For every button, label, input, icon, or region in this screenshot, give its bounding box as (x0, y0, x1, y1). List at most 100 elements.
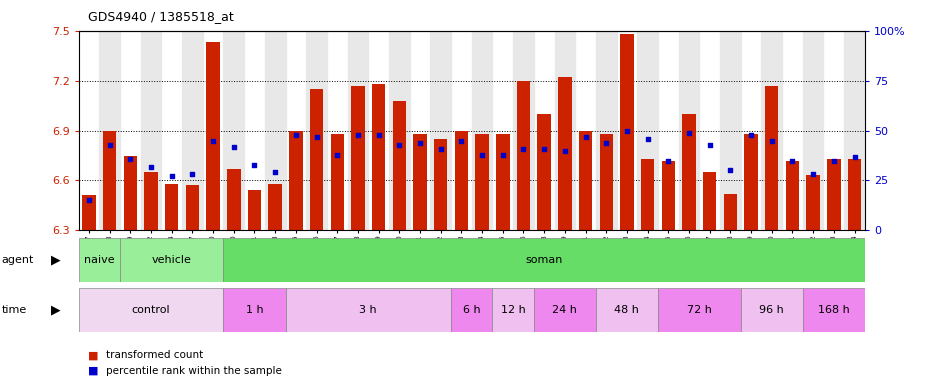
Bar (761, 31, 783, 230)
Bar (723, 194, 737, 230)
Bar (637, 31, 658, 230)
Bar (348, 31, 368, 230)
Bar (720, 31, 741, 230)
Point (165, 174, 179, 180)
Point (764, 137, 779, 144)
Point (103, 141, 117, 147)
Point (806, 171, 820, 177)
Bar (472, 31, 492, 230)
Bar (124, 156, 137, 230)
Bar (537, 114, 551, 230)
Bar (558, 77, 572, 230)
Text: 96 h: 96 h (759, 305, 784, 315)
Text: 168 h: 168 h (818, 305, 850, 315)
Bar (658, 288, 741, 332)
Bar (683, 114, 696, 230)
Bar (186, 185, 199, 230)
Point (247, 161, 262, 167)
Point (392, 141, 407, 147)
Point (185, 171, 200, 177)
Text: ▶: ▶ (51, 254, 60, 266)
Text: GDS4940 / 1385518_at: GDS4940 / 1385518_at (88, 10, 234, 23)
Point (205, 137, 220, 144)
Bar (554, 31, 575, 230)
Text: 3 h: 3 h (360, 305, 377, 315)
Point (475, 151, 489, 157)
Bar (741, 288, 803, 332)
Bar (434, 139, 448, 230)
Text: 12 h: 12 h (500, 305, 525, 315)
Point (330, 151, 345, 157)
Bar (827, 159, 841, 230)
Text: ▶: ▶ (51, 304, 60, 316)
Bar (248, 190, 261, 230)
Bar (496, 134, 510, 230)
Bar (517, 81, 530, 230)
Point (123, 156, 138, 162)
Point (81, 197, 96, 204)
Point (351, 131, 365, 137)
Text: agent: agent (2, 255, 34, 265)
Bar (807, 175, 820, 230)
Bar (224, 31, 244, 230)
Bar (475, 134, 488, 230)
Point (413, 139, 427, 146)
Bar (848, 159, 861, 230)
Bar (534, 288, 596, 332)
Point (640, 136, 655, 142)
Text: ■: ■ (88, 350, 98, 360)
Text: 48 h: 48 h (614, 305, 639, 315)
Bar (224, 288, 286, 332)
Text: time: time (2, 305, 27, 315)
Bar (596, 31, 617, 230)
Point (598, 139, 613, 146)
Bar (265, 31, 286, 230)
Bar (845, 31, 865, 230)
Text: percentile rank within the sample: percentile rank within the sample (106, 366, 282, 376)
Bar (286, 288, 451, 332)
Point (268, 169, 283, 175)
Point (371, 131, 386, 137)
Bar (310, 89, 324, 230)
Point (227, 144, 241, 150)
Bar (703, 172, 717, 230)
Point (785, 157, 800, 164)
Point (516, 146, 531, 152)
Bar (599, 134, 613, 230)
Text: 1 h: 1 h (246, 305, 264, 315)
Point (433, 146, 448, 152)
Bar (120, 238, 224, 282)
Bar (579, 131, 592, 230)
Point (620, 127, 635, 134)
Bar (224, 238, 865, 282)
Point (826, 157, 841, 164)
Bar (141, 31, 161, 230)
Bar (492, 288, 534, 332)
Bar (451, 288, 492, 332)
Bar (372, 84, 386, 230)
Bar (803, 31, 823, 230)
Point (454, 137, 469, 144)
Point (536, 146, 551, 152)
Point (660, 157, 675, 164)
Bar (513, 31, 534, 230)
Bar (389, 31, 410, 230)
Bar (620, 34, 634, 230)
Bar (103, 131, 117, 230)
Text: 72 h: 72 h (687, 305, 711, 315)
Bar (79, 288, 224, 332)
Text: ■: ■ (88, 366, 98, 376)
Bar (661, 161, 675, 230)
Bar (330, 134, 344, 230)
Bar (455, 131, 468, 230)
Bar (182, 31, 203, 230)
Point (289, 131, 303, 137)
Point (847, 154, 862, 160)
Bar (679, 31, 699, 230)
Point (682, 129, 697, 136)
Bar (765, 86, 779, 230)
Point (496, 151, 511, 157)
Bar (206, 42, 220, 230)
Point (723, 167, 738, 174)
Bar (82, 195, 95, 230)
